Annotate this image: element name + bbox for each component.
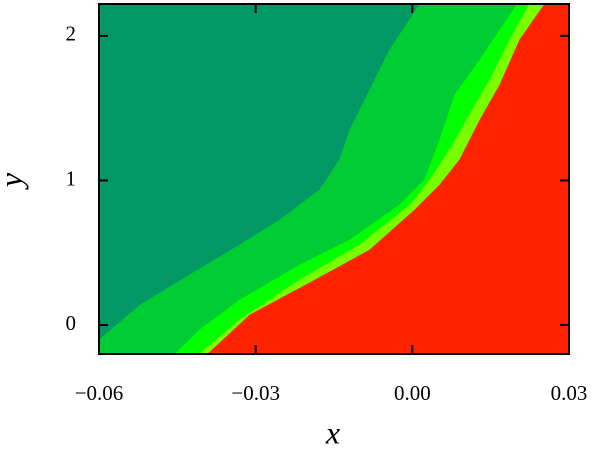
- contour-line: [199, 3, 531, 355]
- contour-region: [99, 4, 569, 354]
- x-tick-label: −0.03: [231, 381, 280, 405]
- y-tick-label: 1: [66, 166, 77, 190]
- y-axis-label: y: [0, 172, 28, 190]
- x-axis-label: x: [325, 414, 340, 450]
- x-tick-label: 0.00: [394, 381, 431, 405]
- contour-line: [98, 3, 421, 341]
- contour-line: [207, 3, 546, 355]
- plot-frame: [98, 3, 570, 355]
- x-tick-label: −0.06: [75, 381, 124, 405]
- y-tick-label: 2: [66, 22, 77, 46]
- y-tick-label: 0: [66, 311, 77, 335]
- contour-line: [174, 3, 519, 355]
- x-tick-label: 0.03: [551, 381, 588, 405]
